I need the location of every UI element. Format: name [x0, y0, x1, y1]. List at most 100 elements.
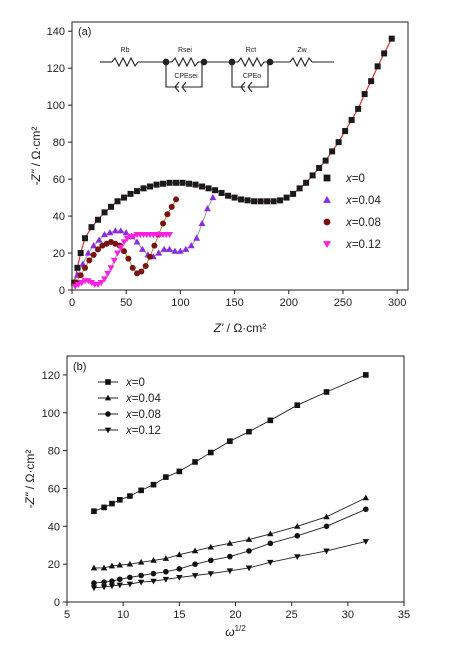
axis-a-ytick-label: 60 [53, 174, 65, 186]
data-point [138, 572, 144, 579]
data-point [91, 580, 97, 586]
resistor-rb [111, 56, 139, 68]
legend-label: x=0 [345, 173, 365, 185]
axis-b-xtick-label: 35 [398, 609, 410, 621]
data-point [173, 196, 180, 203]
data-points-b [90, 372, 370, 592]
series-x=0.04 [90, 494, 370, 571]
data-point [160, 220, 167, 227]
data-point [245, 536, 253, 542]
data-point [244, 197, 251, 204]
series-x=0.08 [91, 506, 369, 586]
data-point [150, 570, 157, 577]
data-point [192, 561, 198, 567]
data-point [246, 548, 252, 554]
data-point [362, 539, 370, 545]
axis-b-xtick-label: 10 [117, 609, 129, 621]
data-point [309, 172, 316, 179]
data-point [251, 198, 258, 205]
data-point [100, 564, 108, 571]
data-point [97, 280, 105, 287]
legend-label: x=0.04 [345, 195, 381, 207]
data-point [90, 251, 97, 258]
data-point [137, 579, 145, 586]
data-point [139, 245, 146, 252]
series-x=0.12 [90, 539, 370, 592]
data-point [127, 574, 133, 581]
data-point [277, 197, 284, 204]
legend-marker [323, 241, 331, 249]
data-point [129, 264, 136, 271]
data-point [199, 183, 206, 190]
data-point [173, 179, 180, 186]
data-point [193, 234, 201, 241]
data-point [88, 280, 95, 287]
series-line-x=0.12 [93, 540, 366, 589]
data-point [191, 573, 199, 579]
data-point [168, 203, 175, 210]
axis-a-ytick-label: 120 [47, 63, 65, 75]
equivalent-circuit [100, 56, 334, 93]
data-point [90, 564, 98, 571]
data-point [166, 232, 173, 239]
data-point [108, 562, 116, 569]
series-x=0 [91, 372, 369, 514]
data-point [108, 583, 116, 590]
data-point [231, 194, 238, 201]
data-point [176, 566, 183, 572]
cpe-o [231, 62, 269, 93]
data-point [150, 557, 157, 563]
legend-label: x=0.12 [125, 425, 161, 437]
data-point [270, 198, 277, 205]
data-point [106, 229, 114, 236]
axis-a-xtick-label: 100 [171, 297, 189, 309]
data-point [90, 585, 98, 592]
data-point [150, 578, 157, 585]
data-point [171, 247, 179, 254]
legend-marker [323, 174, 331, 182]
data-point [163, 568, 169, 575]
axis-a-ytick-label: 20 [53, 248, 65, 260]
data-point [388, 35, 395, 42]
data-points-a [71, 35, 395, 290]
data-point [294, 532, 301, 539]
data-point [267, 540, 274, 547]
data-point [163, 474, 169, 480]
data-point [246, 428, 252, 435]
data-point [323, 523, 330, 530]
legend-marker [323, 195, 331, 203]
data-point [147, 253, 154, 260]
warburg-plot: (b) 5 10 15 20 25 30 35 0 20 40 60 80 100 120 x=0 x=0.… [23, 355, 410, 639]
data-point [355, 105, 362, 112]
y-axis-label-b: -Z'' / Ω·cm² [23, 450, 37, 509]
data-point [192, 181, 199, 188]
data-point [205, 185, 212, 192]
legend-a: x=0 x=0.04 x=0.08 x=0.12 [323, 173, 381, 251]
legend-b: x=0 x=0.04 x=0.08 x=0.12 [98, 377, 161, 437]
data-point [176, 575, 183, 581]
data-point [218, 189, 225, 196]
data-point [127, 190, 134, 197]
data-point [122, 229, 130, 236]
data-point [191, 547, 199, 554]
data-point [363, 372, 369, 378]
data-point [294, 522, 301, 529]
data-point [117, 227, 125, 234]
label-rct: Rct [246, 47, 257, 54]
data-point [95, 246, 102, 253]
data-point [116, 561, 124, 568]
data-point [207, 571, 215, 577]
data-point [316, 165, 323, 172]
axis-ticks-a: 0 50 100 150 200 250 300 0 20 40 60 80 100 120 140 [47, 26, 407, 309]
data-point [109, 500, 115, 507]
data-point [133, 238, 141, 245]
legend-label: x=0 [125, 377, 145, 389]
data-point [107, 265, 115, 272]
data-point [290, 190, 297, 197]
data-point [84, 278, 92, 285]
data-point [160, 180, 167, 187]
series-x=0.12 [71, 232, 173, 290]
data-point [95, 216, 102, 223]
data-point [296, 185, 303, 192]
data-point [117, 244, 125, 252]
